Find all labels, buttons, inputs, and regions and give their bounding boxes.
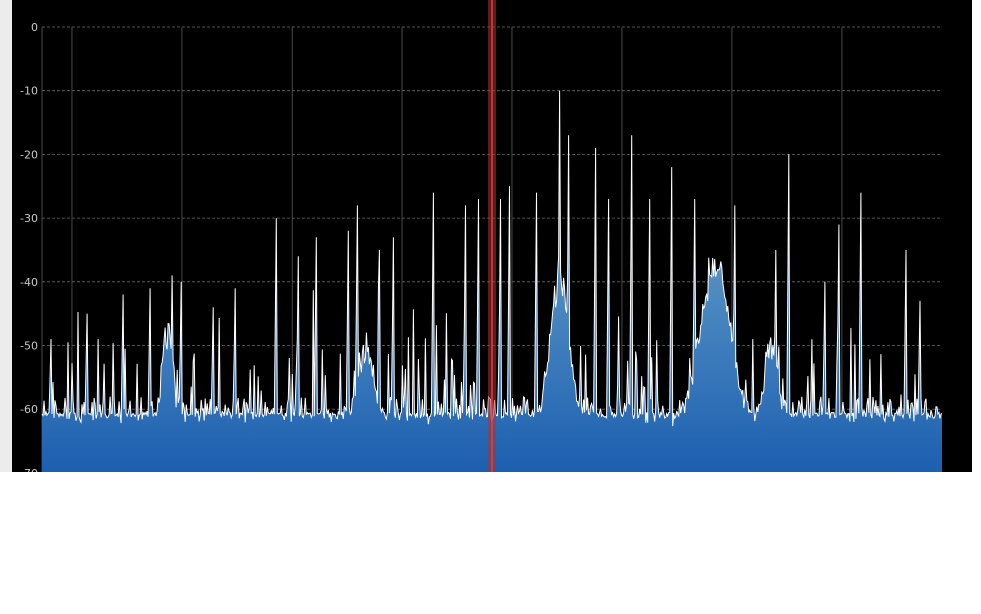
- y-tick-label: -40: [20, 276, 38, 289]
- y-tick-label: -20: [20, 148, 38, 161]
- spectrum-chart: 0 -10 -20 -30 -40 -50 -60 -70: [20, 0, 943, 472]
- y-tick-label: -70: [20, 467, 38, 472]
- spectrum-fill: [42, 90, 942, 472]
- window-left-edge: [0, 0, 12, 472]
- spectrum-area: [42, 90, 942, 472]
- y-tick-label: -50: [20, 340, 38, 353]
- y-axis-ticks: 0 -10 -20 -30 -40 -50 -60 -70: [20, 21, 38, 472]
- spectrum-display[interactable]: 0 -10 -20 -30 -40 -50 -60 -70: [12, 0, 972, 472]
- blank-area: [0, 472, 981, 614]
- y-tick-label: -30: [20, 212, 38, 225]
- y-tick-label: -60: [20, 403, 38, 416]
- tuning-marker[interactable]: [488, 0, 496, 472]
- y-tick-label: -10: [20, 85, 38, 98]
- y-tick-label: 0: [31, 21, 38, 34]
